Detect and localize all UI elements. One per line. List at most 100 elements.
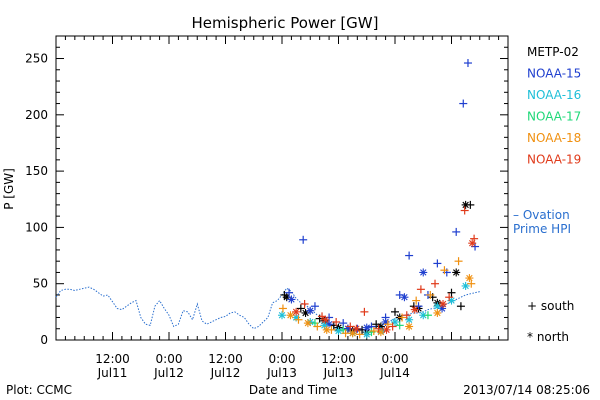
south-point: [299, 235, 308, 244]
y-tick-label: 50: [33, 277, 48, 291]
north-point: [461, 200, 470, 209]
plot-credit: Plot: CCMC: [6, 383, 72, 397]
ovation-label-line1: – Ovation: [513, 208, 570, 222]
south-point: [374, 324, 383, 333]
x-tick-label: 0:00: [382, 352, 409, 366]
y-axis-label: P [GW]: [2, 168, 16, 210]
legend: METP-02 NOAA-15 NOAA-16 NOAA-17 NOAA-18 NOAA-…: [527, 45, 581, 167]
satellite-series: [278, 59, 480, 339]
south-point: [402, 311, 411, 320]
south-point: [341, 329, 350, 338]
ovation-series: [55, 286, 480, 332]
south-point: [426, 290, 435, 299]
south-point: [318, 312, 327, 321]
x-axis-label: Date and Time: [249, 383, 337, 397]
south-point: [447, 288, 456, 297]
north-point: [382, 325, 391, 334]
legend-item: NOAA-19: [527, 153, 581, 167]
south-point: [388, 322, 397, 331]
north-point: [419, 311, 428, 320]
south-point: [440, 266, 449, 275]
south-point: [285, 288, 294, 297]
south-point: [369, 326, 378, 335]
legend-item: NOAA-16: [527, 88, 581, 102]
south-point: [431, 279, 440, 288]
north-point: [334, 326, 343, 335]
x-tick-label: 0:00: [269, 352, 296, 366]
south-point: [395, 321, 404, 330]
chart-title: Hemispheric Power [GW]: [192, 14, 379, 32]
north-point: [452, 268, 461, 277]
south-point: [355, 330, 364, 339]
south-point: [398, 313, 407, 322]
north-point: [410, 305, 419, 314]
south-point: [463, 59, 472, 68]
x-tick-label: 0:00: [156, 352, 183, 366]
south-point: [460, 206, 469, 215]
south-point: [300, 299, 309, 308]
x-tick-label: 12:00: [321, 352, 356, 366]
legend-item: NOAA-17: [527, 110, 581, 124]
x-axis-ticks: 12:00Jul110:00Jul1212:00Jul120:00Jul1312…: [55, 36, 509, 380]
north-point: [306, 306, 315, 315]
x-tick-label: 12:00: [95, 352, 130, 366]
south-point: [278, 304, 287, 313]
legend-item: METP-02: [527, 45, 579, 59]
south-point: [383, 320, 392, 329]
north-point: [292, 307, 301, 316]
south-point: [445, 293, 454, 302]
south-point: [416, 285, 425, 294]
x-tick-date-label: Jul13: [323, 366, 354, 380]
x-tick-date-label: Jul12: [153, 366, 184, 380]
y-tick-label: 250: [25, 52, 48, 66]
timestamp: 2013/07/14 08:25:06: [463, 383, 590, 397]
north-point: [465, 274, 474, 283]
south-point: [459, 99, 468, 108]
north-point: [352, 324, 361, 333]
y-tick-label: 100: [25, 220, 48, 234]
x-tick-date-label: Jul13: [266, 366, 297, 380]
south-point: [391, 307, 399, 316]
south-point: [346, 322, 355, 331]
south-point: [310, 302, 319, 311]
south-point: [454, 257, 463, 266]
x-tick-label: 12:00: [208, 352, 243, 366]
north-point: [278, 311, 286, 320]
south-point: [433, 259, 442, 268]
south-point: [313, 322, 322, 331]
y-tick-label: 200: [25, 108, 48, 122]
north-marker-label: * north: [527, 330, 569, 344]
ovation-line: [55, 286, 480, 332]
south-point: [360, 307, 369, 316]
legend-item: NOAA-15: [527, 67, 581, 81]
south-point: [296, 304, 305, 313]
y-axis-ticks: 0 50 100 150 200 250: [25, 35, 508, 347]
north-point: [400, 293, 409, 302]
south-point: [405, 251, 414, 260]
x-tick-date-label: Jul14: [379, 366, 410, 380]
x-tick-date-label: Jul12: [210, 366, 241, 380]
north-point: [362, 323, 371, 332]
south-point: [467, 279, 476, 288]
ovation-label-line2: Prime HPI: [513, 222, 571, 236]
south-point: [339, 319, 348, 328]
north-point: [303, 319, 312, 328]
y-tick-label: 150: [25, 164, 48, 178]
south-point: [456, 302, 465, 311]
north-point: [419, 268, 428, 277]
north-point: [321, 315, 330, 324]
south-point: [452, 227, 461, 236]
y-tick-label: 0: [40, 333, 48, 347]
x-tick-date-label: Jul11: [97, 366, 128, 380]
north-point: [322, 325, 331, 334]
north-point: [439, 299, 448, 308]
south-point: [332, 317, 341, 326]
south-marker-label: + south: [527, 299, 574, 313]
north-point: [286, 311, 295, 320]
south-point: [414, 302, 423, 311]
north-point: [468, 239, 477, 248]
south-point: [423, 311, 432, 320]
north-point: [287, 295, 296, 304]
legend-item: NOAA-18: [527, 131, 581, 145]
